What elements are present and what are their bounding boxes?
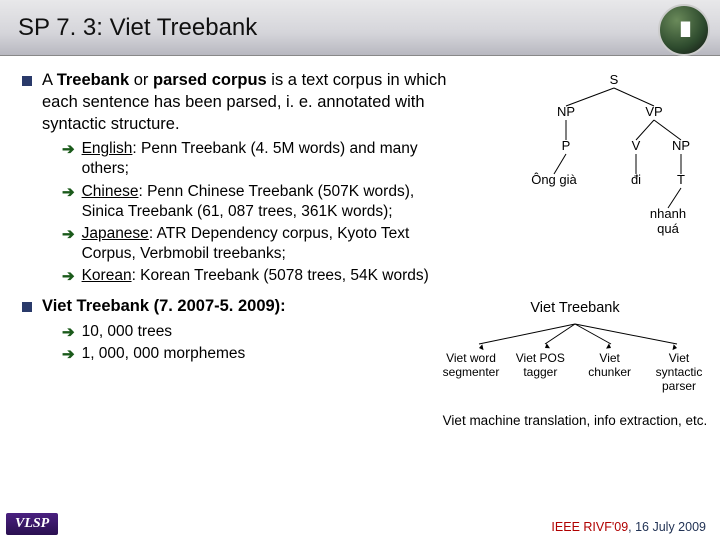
flow-arrows [445, 322, 705, 352]
arrow-bullet-icon: ➔ [62, 140, 75, 158]
institution-logo: III [658, 4, 710, 56]
flow-heading: Viet Treebank [440, 300, 710, 316]
square-bullet-icon [22, 76, 32, 86]
downstream-text: Viet machine translation, info extractio… [440, 413, 710, 428]
tree-node: VP [624, 104, 684, 119]
viet-stat-text: 10, 000 trees [82, 322, 172, 342]
arrow-bullet-icon: ➔ [62, 345, 75, 363]
language-item: ➔ English: Penn Treebank (4. 5M words) an… [62, 139, 452, 179]
arrow-bullet-icon: ➔ [62, 323, 75, 341]
tree-node: nhanh quá [638, 206, 698, 236]
title-bar: SP 7. 3: Viet Treebank III [0, 0, 720, 56]
tree-node: Ông già [524, 172, 584, 187]
flow-item: Vietsyntacticparser [648, 352, 710, 393]
tree-node: P [536, 138, 596, 153]
language-text: Japanese: ATR Dependency corpus, Kyoto T… [82, 224, 452, 264]
arrow-bullet-icon: ➔ [62, 183, 75, 201]
language-list: ➔ English: Penn Treebank (4. 5M words) an… [62, 139, 452, 286]
flow-item: Viet POStagger [509, 352, 571, 393]
viet-heading: Viet Treebank (7. 2007-5. 2009): [42, 296, 286, 318]
logo-text: III [679, 17, 688, 43]
language-text: Korean: Korean Treebank (5078 trees, 54K… [82, 266, 429, 286]
square-bullet-icon [22, 302, 32, 312]
flow-item: Vietchunker [579, 352, 641, 393]
intro-text: A Treebank or parsed corpus is a text co… [42, 70, 472, 135]
vlsp-badge: VLSP [6, 513, 58, 535]
flow-item: Viet wordsegmenter [440, 352, 502, 393]
tree-node: NP [651, 138, 711, 153]
language-text: English: Penn Treebank (4. 5M words) and… [82, 139, 452, 179]
slide-title: SP 7. 3: Viet Treebank [18, 14, 257, 42]
pipeline-flowchart: Viet Treebank Viet wordsegmenterViet POS… [440, 300, 710, 428]
language-item: ➔ Japanese: ATR Dependency corpus, Kyoto … [62, 224, 452, 264]
tree-node: S [584, 72, 644, 87]
language-item: ➔ Korean: Korean Treebank (5078 trees, 54… [62, 266, 452, 286]
footer-date: , 16 July 2009 [628, 520, 706, 534]
arrow-bullet-icon: ➔ [62, 225, 75, 243]
viet-stat-text: 1, 000, 000 morphemes [82, 344, 246, 364]
tree-node: NP [536, 104, 596, 119]
flow-items-row: Viet wordsegmenterViet POStaggerVietchun… [440, 352, 710, 393]
parse-tree-diagram: SNPVPPVNPÔng giàđiTnhanh quá [496, 72, 706, 242]
footer: IEEE RIVF'09, 16 July 2009 [551, 520, 706, 534]
arrow-bullet-icon: ➔ [62, 267, 75, 285]
language-text: Chinese: Penn Chinese Treebank (507K wor… [82, 182, 452, 222]
tree-node: T [651, 172, 711, 187]
footer-conference: IEEE RIVF'09 [551, 520, 628, 534]
language-item: ➔ Chinese: Penn Chinese Treebank (507K wo… [62, 182, 452, 222]
